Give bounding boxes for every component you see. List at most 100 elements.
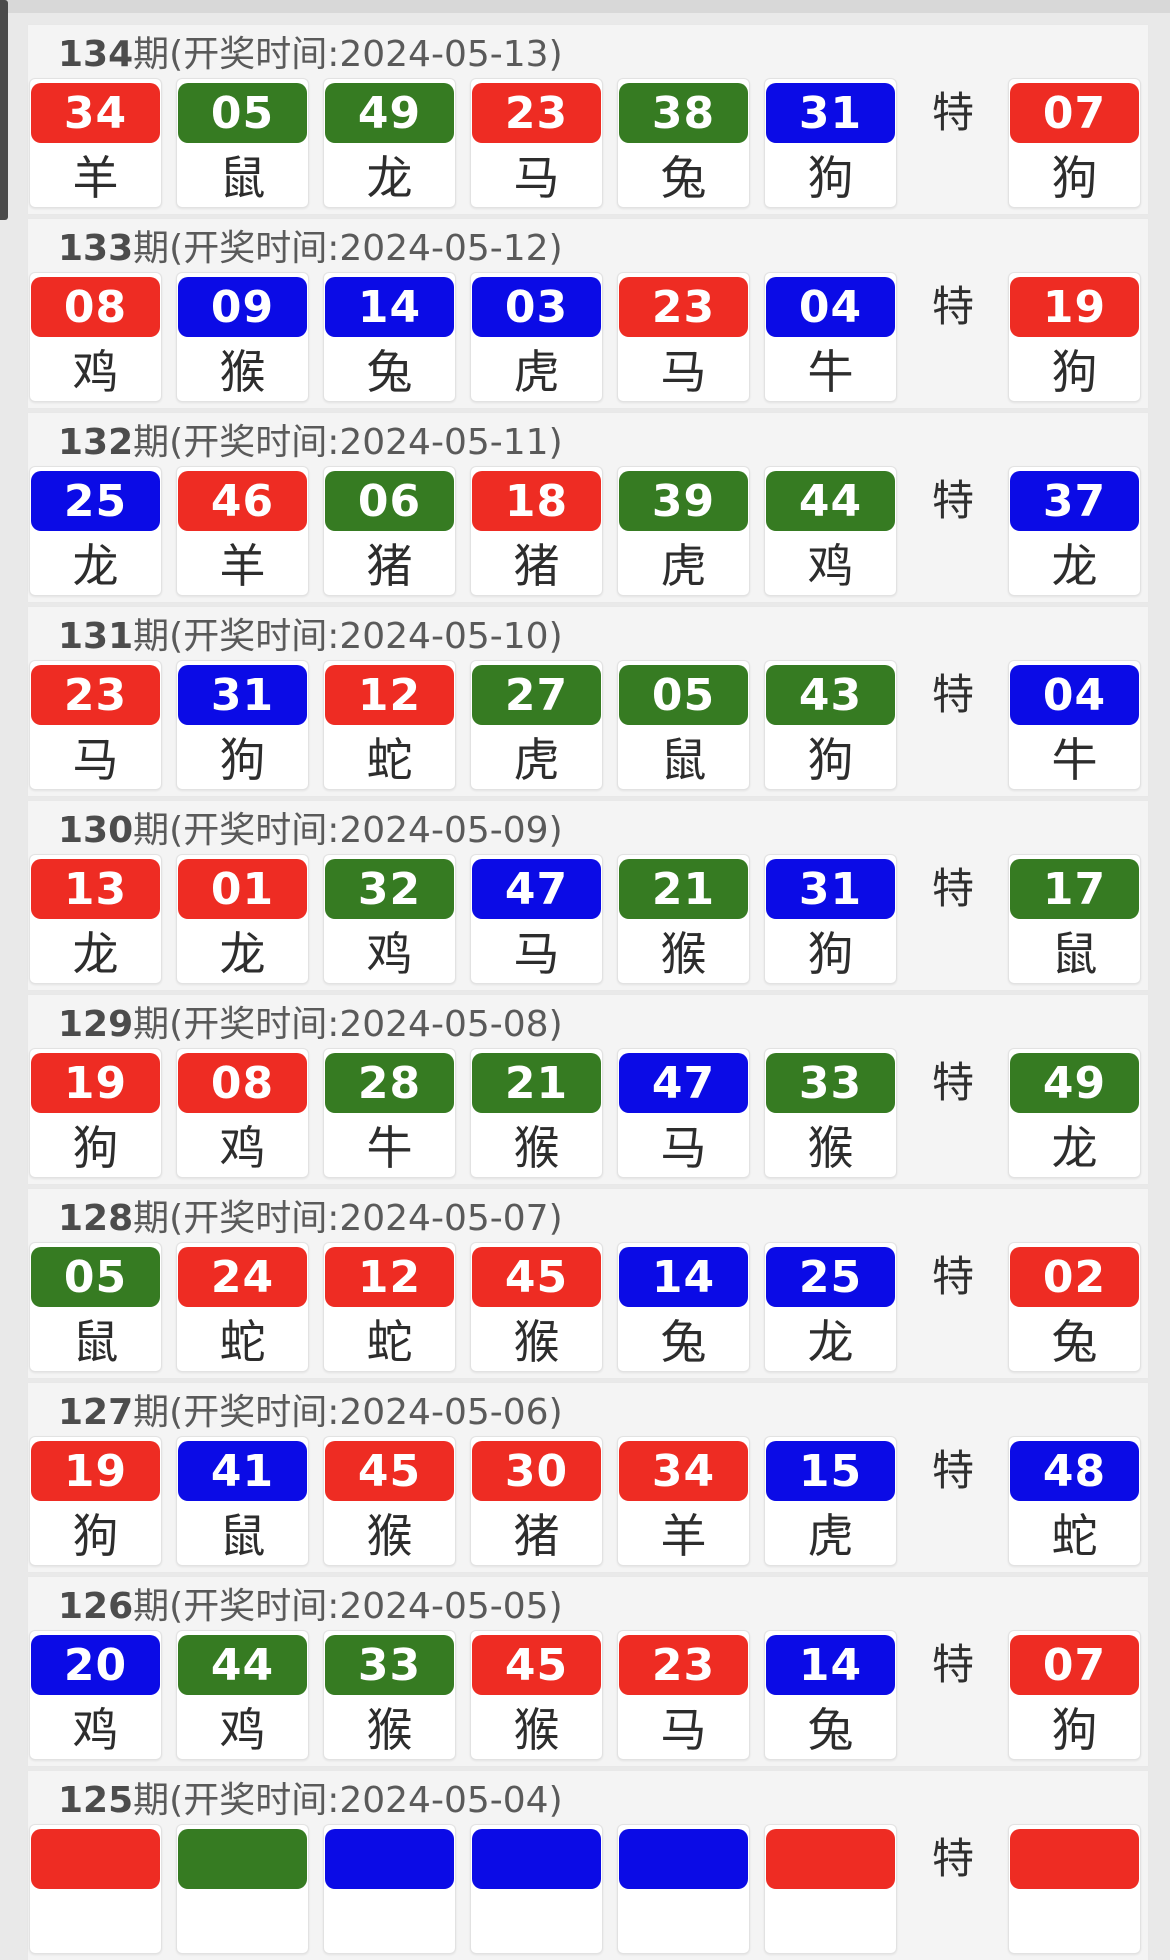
ball-number: 05 [63,1251,128,1303]
special-slot: 07 狗 [1008,1630,1141,1760]
number-cell [176,1824,309,1954]
draw-row: 19 狗 08 鸡 28 牛 21 猴 47 马 33 猴 特 49 龙 [28,1048,1148,1184]
zodiac-label: 兔 [366,345,413,399]
number-cell: 48 蛇 [1008,1436,1141,1566]
ball-number: 14 [798,1639,863,1691]
ball-number: 04 [798,281,863,333]
draw-row: 特 [28,1824,1148,1960]
draw-header-suffix: ) [548,1392,563,1433]
ball-number: 25 [798,1251,863,1303]
number-cell: 37 龙 [1008,466,1141,596]
zodiac-label: 虎 [660,539,707,593]
number-ball: 21 [619,859,748,919]
number-cell: 15 虎 [764,1436,897,1566]
number-cell: 12 蛇 [323,660,456,790]
ball-number: 23 [504,87,569,139]
zodiac-label: 鼠 [660,733,707,787]
special-label: 特 [931,1058,974,1107]
draw-row: 08 鸡 09 猴 14 兔 03 虎 23 马 04 牛 特 19 狗 [28,272,1148,408]
number-ball: 21 [472,1053,601,1113]
number-cell: 45 猴 [470,1242,603,1372]
zodiac-label: 龙 [219,927,266,981]
zodiac-label: 蛇 [219,1315,266,1369]
ball-number: 14 [651,1251,716,1303]
zodiac-label: 鼠 [219,151,266,205]
draw-section: 133期(开奖时间:2024-05-12) 08 鸡 09 猴 14 兔 03 … [28,219,1148,408]
draw-period: 133 [58,228,134,269]
scroll-indicator[interactable] [0,0,8,220]
draw-period: 134 [58,34,134,75]
ball-number: 38 [651,87,716,139]
zodiac-label: 马 [660,1703,707,1757]
number-cell: 31 狗 [764,78,897,208]
ball-number: 21 [651,863,716,915]
number-cell [29,1824,162,1954]
ball-number: 23 [63,669,128,721]
number-ball: 44 [766,471,895,531]
number-ball: 03 [472,277,601,337]
zodiac-label: 猪 [366,539,413,593]
number-cell: 05 鼠 [617,660,750,790]
number-cell: 23 马 [617,1630,750,1760]
draw-section: 125期(开奖时间:2024-05-04) 特 [28,1771,1148,1960]
zodiac-label: 鸡 [72,1703,119,1757]
number-ball: 31 [178,665,307,725]
number-cell: 02 兔 [1008,1242,1141,1372]
draw-section: 126期(开奖时间:2024-05-05) 20 鸡 44 鸡 33 猴 45 … [28,1577,1148,1766]
draw-row: 05 鼠 24 蛇 12 蛇 45 猴 14 兔 25 龙 特 02 兔 [28,1242,1148,1378]
special-label: 特 [931,88,974,137]
ball-number: 43 [798,669,863,721]
zodiac-label: 兔 [807,1703,854,1757]
number-ball: 02 [1010,1247,1139,1307]
number-ball: 09 [178,277,307,337]
draw-date: 2024-05-07 [339,1198,549,1239]
zodiac-label: 马 [660,345,707,399]
draw-header: 126期(开奖时间:2024-05-05) [28,1577,1148,1630]
number-cell: 19 狗 [1008,272,1141,402]
number-ball: 14 [766,1635,895,1695]
zodiac-label: 龙 [72,539,119,593]
ball-number: 49 [357,87,422,139]
ball-number: 34 [63,87,128,139]
number-cell: 20 鸡 [29,1630,162,1760]
special-slot: 02 兔 [1008,1242,1141,1372]
special-label: 特 [931,282,974,331]
zodiac-label: 虎 [513,733,560,787]
number-cell [617,1824,750,1954]
draw-header-suffix: ) [548,1780,563,1821]
zodiac-label: 猴 [513,1703,560,1757]
ball-number: 49 [1042,1057,1107,1109]
zodiac-label: 狗 [807,927,854,981]
draw-header-suffix: ) [548,1198,563,1239]
number-ball: 47 [472,859,601,919]
number-ball: 14 [619,1247,748,1307]
number-ball [178,1829,307,1889]
number-ball: 32 [325,859,454,919]
number-cell: 08 鸡 [176,1048,309,1178]
zodiac-label: 龙 [1051,539,1098,593]
draw-list: 134期(开奖时间:2024-05-13) 34 羊 05 鼠 49 龙 23 … [0,25,1170,1960]
number-ball: 23 [472,83,601,143]
ball-number: 31 [210,669,275,721]
number-ball: 33 [325,1635,454,1695]
ball-number: 01 [210,863,275,915]
ball-number: 09 [210,281,275,333]
number-ball: 34 [619,1441,748,1501]
number-ball: 28 [325,1053,454,1113]
draw-header-prefix: 期(开奖时间: [133,616,340,657]
number-cell: 23 马 [470,78,603,208]
zodiac-label: 蛇 [1051,1509,1098,1563]
number-ball: 23 [619,277,748,337]
number-cell: 47 马 [470,854,603,984]
zodiac-label: 牛 [366,1121,413,1175]
draw-period: 132 [58,422,134,463]
number-cell [323,1824,456,1954]
number-cell: 05 鼠 [176,78,309,208]
number-cell: 49 龙 [1008,1048,1141,1178]
zodiac-label [471,1889,602,1953]
draw-date: 2024-05-12 [339,228,549,269]
zodiac-label: 狗 [1051,345,1098,399]
special-label: 特 [931,864,974,913]
number-ball: 13 [31,859,160,919]
special-slot: 37 龙 [1008,466,1141,596]
